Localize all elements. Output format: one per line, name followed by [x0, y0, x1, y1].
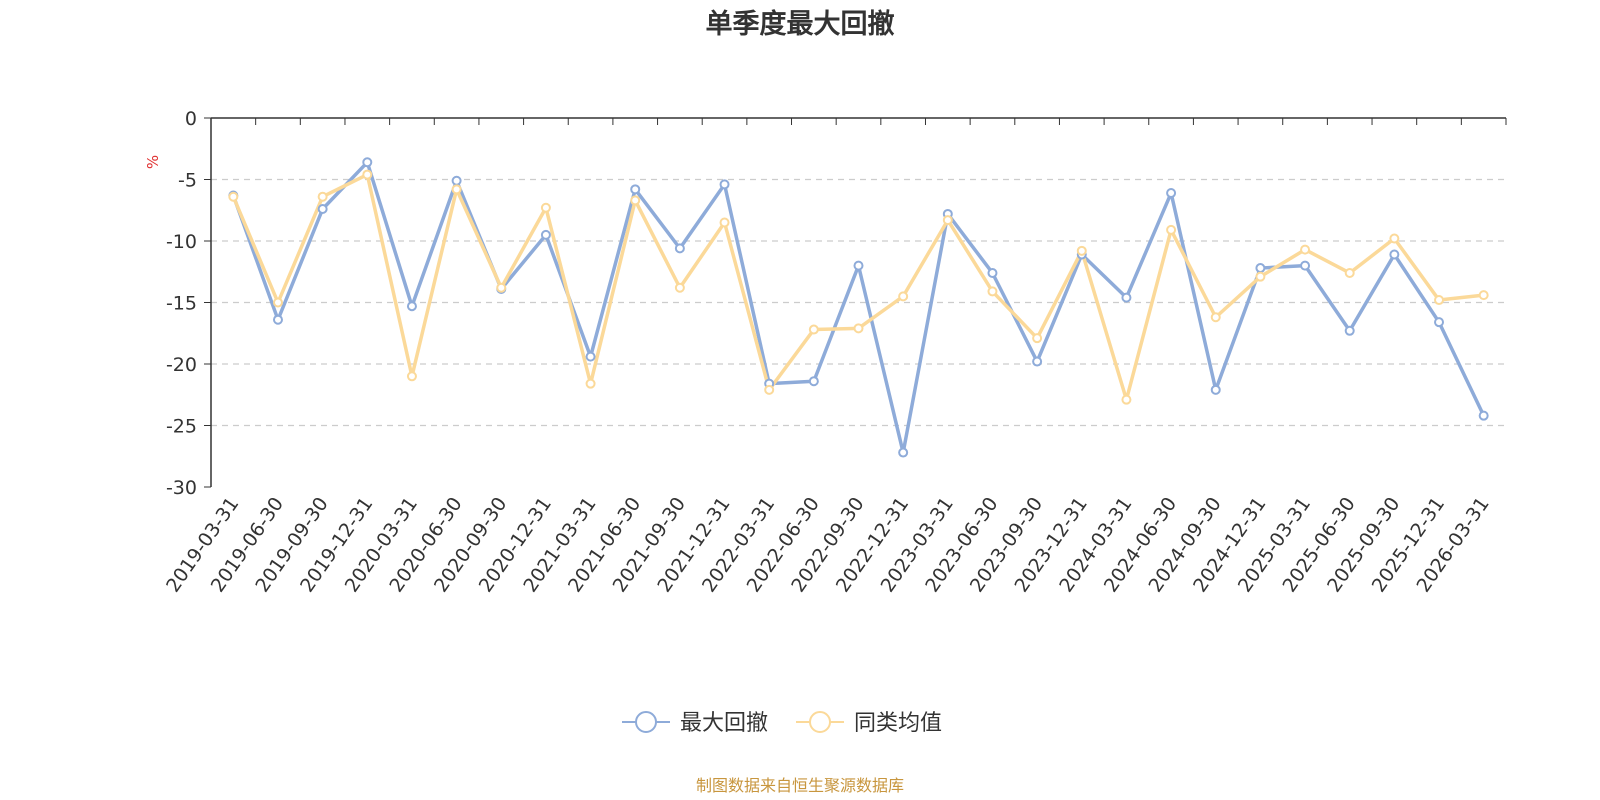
data-point-1[interactable] — [406, 301, 417, 312]
data-point-1[interactable] — [1344, 325, 1355, 336]
data-point-1[interactable] — [451, 175, 462, 186]
data-point-1[interactable] — [853, 260, 864, 271]
data-point-1[interactable] — [630, 184, 641, 195]
data-point-1[interactable] — [808, 376, 819, 387]
y-tick-label: -25 — [166, 416, 197, 438]
data-point-1[interactable] — [987, 267, 998, 278]
series-layer — [228, 157, 1489, 458]
data-point-1[interactable] — [898, 447, 909, 458]
x-axis-ticks: 2019-03-312019-06-302019-09-302019-12-31… — [162, 118, 1507, 596]
data-point-2[interactable] — [808, 324, 819, 335]
data-point-1[interactable] — [1255, 263, 1266, 274]
data-point-2[interactable] — [898, 291, 909, 302]
data-point-2[interactable] — [1121, 394, 1132, 405]
y-tick-label: -20 — [166, 354, 197, 376]
y-tick-label: -10 — [166, 231, 197, 253]
data-point-1[interactable] — [1210, 384, 1221, 395]
legend-marker-icon — [635, 711, 657, 733]
data-point-2[interactable] — [1389, 233, 1400, 244]
data-point-2[interactable] — [1255, 271, 1266, 282]
y-tick-label: -5 — [178, 170, 197, 192]
data-point-1[interactable] — [1389, 249, 1400, 260]
y-tick-label: -30 — [166, 477, 197, 499]
source-note: 制图数据来自恒生聚源数据库 — [696, 776, 904, 795]
data-point-2[interactable] — [1166, 224, 1177, 235]
legend-label: 最大回撤 — [680, 711, 768, 736]
chart-title: 单季度最大回撤 — [706, 8, 895, 40]
data-point-2[interactable] — [1076, 245, 1087, 256]
data-point-1[interactable] — [540, 229, 551, 240]
series-line-2 — [231, 172, 1484, 402]
data-point-1[interactable] — [674, 243, 685, 254]
grid-lines — [211, 178, 1506, 427]
data-point-2[interactable] — [853, 323, 864, 334]
data-point-2[interactable] — [451, 184, 462, 195]
series-line-1 — [231, 160, 1486, 455]
data-point-2[interactable] — [228, 191, 239, 202]
data-point-1[interactable] — [1166, 188, 1177, 199]
y-axis-unit: % — [144, 155, 162, 169]
legend-marker-icon — [809, 711, 831, 733]
data-point-2[interactable] — [1300, 244, 1311, 255]
data-point-1[interactable] — [719, 179, 730, 190]
data-point-1[interactable] — [1434, 317, 1445, 328]
data-point-2[interactable] — [1210, 312, 1221, 323]
data-point-2[interactable] — [585, 378, 596, 389]
legend-label: 同类均值 — [854, 711, 942, 736]
y-axis-ticks: 0 -5 -10 -15 -20 -25 -30 — [166, 108, 211, 499]
data-point-2[interactable] — [630, 195, 641, 206]
data-point-1[interactable] — [585, 351, 596, 362]
y-tick-label: 0 — [185, 108, 197, 130]
data-point-2[interactable] — [317, 191, 328, 202]
data-point-1[interactable] — [1032, 356, 1043, 367]
data-point-2[interactable] — [1032, 333, 1043, 344]
data-point-2[interactable] — [942, 215, 953, 226]
y-tick-label: -15 — [166, 293, 197, 315]
data-point-2[interactable] — [496, 282, 507, 293]
data-point-1[interactable] — [272, 314, 283, 325]
data-point-1[interactable] — [317, 204, 328, 215]
data-point-1[interactable] — [362, 157, 373, 168]
legend-item-2[interactable]: 同类均值 — [796, 711, 942, 736]
data-point-2[interactable] — [1434, 295, 1445, 306]
data-point-2[interactable] — [719, 217, 730, 228]
data-point-2[interactable] — [987, 286, 998, 297]
data-point-2[interactable] — [540, 202, 551, 213]
legend[interactable]: 最大回撤 同类均值 — [622, 711, 942, 736]
data-point-2[interactable] — [272, 297, 283, 308]
data-point-2[interactable] — [362, 169, 373, 180]
data-point-1[interactable] — [1121, 292, 1132, 303]
data-point-2[interactable] — [764, 384, 775, 395]
data-point-2[interactable] — [1344, 267, 1355, 278]
data-point-1[interactable] — [1300, 260, 1311, 271]
data-point-2[interactable] — [406, 371, 417, 382]
data-point-2[interactable] — [1478, 290, 1489, 301]
data-point-2[interactable] — [674, 282, 685, 293]
legend-item-1[interactable]: 最大回撤 — [622, 711, 768, 736]
data-point-1[interactable] — [1478, 410, 1489, 421]
